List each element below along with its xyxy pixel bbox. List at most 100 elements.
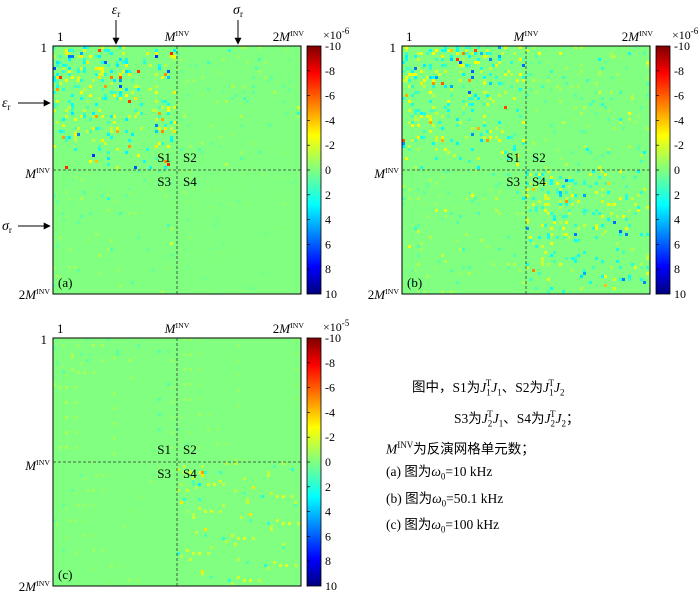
- colorbar-tick-label: 10: [325, 287, 337, 301]
- legend-item-b: (b) 图为ω0=50.1 kHz: [386, 490, 504, 509]
- block-label-s3: S3: [157, 174, 171, 189]
- colorbar-tick-label: 0: [674, 163, 680, 177]
- block-cells-s4: [177, 462, 300, 585]
- block-cells-s1: [53, 46, 176, 169]
- colorbar-tick-label: -10: [325, 39, 341, 53]
- block-cells-s3: [402, 170, 525, 293]
- y-tick-label: MINV: [24, 458, 50, 473]
- x-tick-label: 1: [57, 29, 64, 44]
- heatmap-panel-c: S1 S2 S3 S4 (c) 1 MINV 2MINV 1 MINV 2MINV -10 -8 -6 -4…: [19, 318, 350, 594]
- colorbar-tick-label: 8: [674, 262, 680, 276]
- panel-label: (a): [58, 275, 72, 290]
- colorbar-tick-label: 6: [325, 237, 331, 251]
- x-tick-label: 2MINV: [273, 29, 305, 44]
- colorbar-tick-label: -8: [325, 356, 335, 370]
- x-tick-label: MINV: [164, 29, 190, 44]
- colorbar-tick-label: 8: [325, 554, 331, 568]
- top-annotation-r-1: σr: [233, 3, 243, 19]
- panel-label: (c): [58, 567, 72, 582]
- colorbar-tick-label: -2: [325, 138, 335, 152]
- colorbar-tick-label: 2: [325, 480, 331, 494]
- colorbar-tick-label: 4: [325, 505, 331, 519]
- block-cells-s2: [177, 46, 300, 169]
- block-cells-s2: [177, 338, 297, 461]
- colorbar-tick-label: 0: [325, 163, 331, 177]
- block-label-s4: S4: [532, 174, 546, 189]
- colorbar-tick-label: -6: [325, 381, 335, 395]
- x-tick-label: 1: [57, 321, 64, 336]
- colorbar-tick-label: -2: [674, 138, 684, 152]
- block-cells-s1: [402, 46, 525, 169]
- x-tick-label: MINV: [513, 29, 539, 44]
- colorbar: -10 -8 -6 -4 -2 0 2 4 6 8 10 ×10-6: [306, 26, 350, 301]
- colorbar-tick-label: 0: [325, 455, 331, 469]
- y-tick-label: 1: [41, 332, 48, 347]
- y-tick-label: 2MINV: [368, 287, 400, 302]
- colorbar-tick-label: 6: [325, 529, 331, 543]
- block-cells-s2: [526, 46, 649, 169]
- top-annotation-r-0: εr: [112, 3, 121, 19]
- block-label-s3: S3: [506, 174, 520, 189]
- colorbar-tick-label: -8: [325, 64, 335, 78]
- colorbar-exponent: ×10-6: [323, 26, 350, 42]
- y-tick-label: 1: [390, 40, 397, 55]
- block-cells-s3: [53, 462, 161, 585]
- colorbar-tick-label: 4: [674, 213, 680, 227]
- block-label-s4: S4: [183, 466, 197, 481]
- y-tick-label: 1: [41, 40, 48, 55]
- colorbar: -10 -8 -6 -4 -2 0 2 4 6 8 10 ×10-6: [655, 26, 699, 301]
- colorbar-tick-label: -8: [674, 64, 684, 78]
- colorbar-exponent: ×10-6: [672, 26, 699, 42]
- colorbar-tick-label: 2: [674, 188, 680, 202]
- block-label-s2: S2: [183, 442, 197, 457]
- colorbar-tick-label: 6: [674, 237, 680, 251]
- legend-line-2: S3为J2TJ1、S4为J2TJ2；: [386, 403, 696, 434]
- legend-item-a: (a) 图为ω0=10 kHz: [386, 463, 493, 482]
- x-tick-label: 1: [406, 29, 413, 44]
- legend-pair-s2: S2为J1TJ2: [515, 378, 565, 398]
- left-annotation-r-1: σr: [2, 219, 12, 235]
- colorbar-tick-label: 10: [325, 579, 337, 593]
- y-tick-label: 2MINV: [19, 579, 51, 594]
- block-label-s1: S1: [506, 150, 520, 165]
- block-cells-s4: [180, 170, 297, 293]
- block-cells-s3: [53, 170, 173, 293]
- y-tick-label: 2MINV: [19, 287, 51, 302]
- legend-item-c: (c) 图为ω0=100 kHz: [386, 517, 500, 535]
- y-tick-label: MINV: [24, 166, 50, 181]
- block-label-s2: S2: [183, 150, 197, 165]
- block-label-s4: S4: [183, 174, 197, 189]
- colorbar-tick-label: 10: [674, 287, 686, 301]
- colorbar-tick-label: -4: [325, 113, 335, 127]
- colorbar-tick-label: -4: [674, 113, 684, 127]
- legend-line-minv: MINV为反演网格单元数；: [386, 440, 535, 457]
- block-label-s1: S1: [157, 442, 171, 457]
- x-tick-label: MINV: [164, 321, 190, 336]
- heatmap-panel-a: S1 S2 S3 S4 (a) 1 MINV 2MINV 1 MINV 2MINV -10 -8 -6 -4…: [2, 3, 350, 302]
- colorbar-tick-label: 4: [325, 213, 331, 227]
- block-label-s1: S1: [157, 150, 171, 165]
- block-label-s3: S3: [157, 466, 171, 481]
- x-tick-label: 2MINV: [273, 321, 305, 336]
- legend-pair-s1: S1为J1TJ1、: [452, 378, 516, 398]
- left-annotation-r-0: εr: [2, 96, 11, 112]
- colorbar-tick-label: -10: [674, 39, 690, 53]
- colorbar-tick-label: -10: [325, 331, 341, 345]
- block-cells-s1: [53, 338, 173, 455]
- block-label-s2: S2: [532, 150, 546, 165]
- colorbar-tick-label: -4: [325, 405, 335, 419]
- colorbar-exponent: ×10-5: [323, 318, 350, 334]
- legend-line-1: 图中，S1为J1TJ1、S2为J1TJ2: [412, 378, 565, 398]
- heatmap-panel-b: S1 S2 S3 S4 (b) 1 MINV 2MINV 1 MINV 2MINV -10 -8 -6 -4…: [368, 26, 699, 302]
- legend-pair-s3: S3为J2TJ1、: [454, 409, 517, 429]
- figure-legend: 图中，S1为J1TJ1、S2为J1TJ2 S3为J2TJ1、S4为J2TJ2； …: [386, 372, 696, 541]
- y-tick-label: MINV: [373, 166, 399, 181]
- colorbar: -10 -8 -6 -4 -2 0 2 4 6 8 10 ×10-5: [306, 318, 350, 593]
- colorbar-tick-label: 2: [325, 188, 331, 202]
- x-tick-label: 2MINV: [622, 29, 654, 44]
- panel-label: (b): [407, 275, 422, 290]
- colorbar-tick-label: -6: [674, 89, 684, 103]
- colorbar-tick-label: -2: [325, 430, 335, 444]
- legend-pair-s4: S4为J2TJ2；: [516, 409, 580, 429]
